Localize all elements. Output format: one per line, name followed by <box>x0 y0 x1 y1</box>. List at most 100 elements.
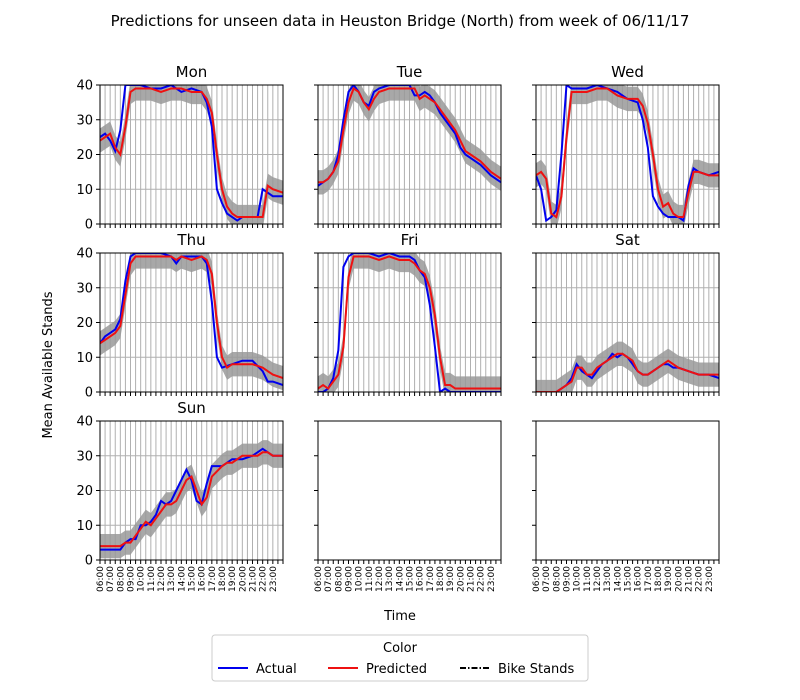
chart-title: Predictions for unseen data in Heuston B… <box>111 12 690 30</box>
x-tick-label: 21:00 <box>467 566 477 592</box>
y-axis-label: Mean Available Stands <box>41 291 56 438</box>
panel-mon: Mon 0 10 20 30 40 <box>76 63 284 233</box>
panel-title: Thu <box>176 231 205 249</box>
series-actual-line <box>318 85 501 187</box>
x-tick-label: 20:00 <box>238 566 248 592</box>
x-tick-label: 19:00 <box>446 566 456 592</box>
x-axis-label: Time <box>383 609 416 624</box>
x-tick-label: 20:00 <box>456 566 466 592</box>
x-tick-label: 23:00 <box>269 566 279 592</box>
y-tick-label: 20 <box>76 484 93 499</box>
series-predicted-line <box>100 451 283 548</box>
x-tick-label: 11:00 <box>365 566 375 592</box>
panel-title: Wed <box>611 63 644 81</box>
x-tick-label: 12:00 <box>157 566 167 592</box>
panel-title: Fri <box>401 231 419 249</box>
x-tick-label: 13:00 <box>603 566 613 592</box>
y-tick-label: 20 <box>76 316 93 331</box>
x-tick-label: 11:00 <box>583 566 593 592</box>
x-tick-label: 13:00 <box>385 566 395 592</box>
y-tick-label: 40 <box>76 247 93 262</box>
x-tick-label: 14:00 <box>395 566 405 592</box>
y-tick-label: 40 <box>76 79 93 94</box>
panel-title: Mon <box>176 63 208 81</box>
y-tick-label: 0 <box>85 554 93 569</box>
y-tick-label: 30 <box>76 281 93 296</box>
x-tick-label: 07:00 <box>324 566 334 592</box>
panel-frame <box>535 420 720 561</box>
panel-title: Sat <box>615 231 640 249</box>
x-tick-label: 19:00 <box>228 566 238 592</box>
y-tick-label: 40 <box>76 415 93 430</box>
series-predicted-line <box>536 352 719 392</box>
x-tick-label: 23:00 <box>705 566 715 592</box>
prediction-band <box>100 440 283 559</box>
x-tick-label: 19:00 <box>664 566 674 592</box>
panel-frame <box>317 420 502 561</box>
panel-title: Tue <box>396 63 423 81</box>
prediction-band <box>536 341 719 392</box>
y-tick-label: 0 <box>85 386 93 401</box>
series-predicted-line <box>536 87 719 219</box>
x-tick-label: 18:00 <box>436 566 446 592</box>
x-tick-label: 15:00 <box>624 566 634 592</box>
x-tick-label: 09:00 <box>563 566 573 592</box>
series-predicted-line <box>318 86 501 184</box>
x-tick-label: 12:00 <box>375 566 385 592</box>
x-tick-label: 20:00 <box>674 566 684 592</box>
x-tick-label: 14:00 <box>177 566 187 592</box>
panel-sun: Sun 0 10 20 30 40 06:00 07:00 08:00 09:00 10:00 11:… <box>76 399 284 592</box>
panel-empty-8: 06:00 07:00 08:00 09:00 10:00 11:00 12:00 13:00… <box>532 420 720 592</box>
y-tick-label: 0 <box>85 218 93 233</box>
x-tick-label: 22:00 <box>695 566 705 592</box>
x-tick-label: 08:00 <box>552 566 562 592</box>
panel-tue: Tue <box>314 63 502 228</box>
x-tick-label: 10:00 <box>137 566 147 592</box>
y-tick-label: 10 <box>76 519 93 534</box>
panel-thu: Thu 0 10 20 30 40 <box>76 231 284 401</box>
x-tick-label: 06:00 <box>532 566 542 592</box>
x-tick-label: 06:00 <box>314 566 324 592</box>
x-tick-label: 23:00 <box>487 566 497 592</box>
legend: Color Actual Predicted Bike Stands <box>211 634 589 682</box>
x-tick-label: 07:00 <box>542 566 552 592</box>
x-tick-label: 08:00 <box>116 566 126 592</box>
x-tick-label: 11:00 <box>147 566 157 592</box>
series-actual-line <box>318 253 501 392</box>
x-tick-label: 15:00 <box>188 566 198 592</box>
y-tick-label: 20 <box>76 148 93 163</box>
x-tick-label: 17:00 <box>208 566 218 592</box>
x-tick-label: 17:00 <box>426 566 436 592</box>
panel-title: Sun <box>177 399 206 417</box>
panels-group: Mon 0 10 20 30 40 Tue Wed Thu 0 10 20 30 40 Fri Sat Sun 0… <box>76 63 720 592</box>
legend-label-2: Bike Stands <box>498 662 575 677</box>
x-tick-label: 14:00 <box>613 566 623 592</box>
x-tick-label: 09:00 <box>345 566 355 592</box>
y-tick-label: 10 <box>76 351 93 366</box>
series-predicted-line <box>100 87 283 219</box>
x-tick-label: 16:00 <box>634 566 644 592</box>
legend-label-0: Actual <box>256 662 297 677</box>
x-tick-label: 21:00 <box>685 566 695 592</box>
x-tick-label: 22:00 <box>259 566 269 592</box>
x-tick-label: 07:00 <box>106 566 116 592</box>
x-tick-label: 18:00 <box>218 566 228 592</box>
x-tick-label: 13:00 <box>167 566 177 592</box>
y-tick-label: 10 <box>76 183 93 198</box>
panel-empty-7: 06:00 07:00 08:00 09:00 10:00 11:00 12:00 13:00… <box>314 420 502 592</box>
prediction-band <box>100 253 283 391</box>
x-tick-label: 18:00 <box>654 566 664 592</box>
series-predicted-line <box>318 255 501 390</box>
x-tick-label: 16:00 <box>416 566 426 592</box>
legend-label-1: Predicted <box>366 662 427 677</box>
x-tick-label: 12:00 <box>593 566 603 592</box>
x-tick-label: 09:00 <box>127 566 137 592</box>
series-predicted-line <box>100 255 283 380</box>
prediction-band <box>536 85 719 224</box>
panel-wed: Wed <box>532 63 720 228</box>
y-tick-label: 30 <box>76 113 93 128</box>
x-tick-label: 17:00 <box>644 566 654 592</box>
x-tick-label: 21:00 <box>249 566 259 592</box>
x-tick-label: 08:00 <box>334 566 344 592</box>
